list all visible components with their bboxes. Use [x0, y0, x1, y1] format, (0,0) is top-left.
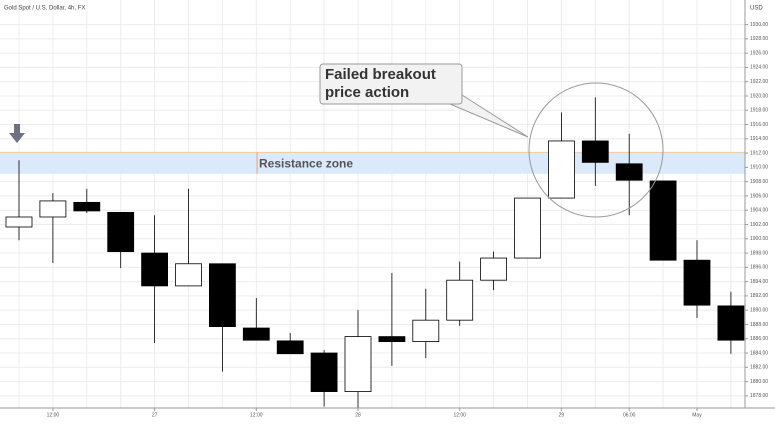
x-tick-label: 12:00: [250, 412, 263, 418]
y-tick-label: 1922.00: [750, 79, 768, 85]
y-tick-label: 1918.00: [750, 108, 768, 114]
y-tick-label: 1900.00: [750, 236, 768, 242]
x-tick-label: 29: [559, 412, 565, 418]
candle-body: [107, 211, 135, 253]
candle-body: [446, 279, 474, 321]
y-axis-label: USD: [750, 6, 763, 12]
candle-body: [242, 327, 270, 341]
y-tick-label: 1926.00: [750, 50, 768, 56]
y-tick-label: 1892.00: [750, 293, 768, 299]
candle-body: [378, 336, 406, 342]
annotation-line: Failed breakout: [325, 66, 436, 83]
callout-box: [319, 63, 463, 105]
y-tick-label: 1902.00: [750, 222, 768, 228]
y-tick-label: 1920.00: [750, 93, 768, 99]
candle-body: [717, 305, 745, 341]
x-tick-label: 06:00: [623, 412, 636, 418]
y-tick-label: 1886.00: [750, 336, 768, 342]
candle-body: [208, 263, 236, 328]
y-tick-label: 1924.00: [750, 65, 768, 71]
x-tick-label: 12:00: [47, 412, 60, 418]
candle-body: [73, 201, 101, 212]
candle-body: [615, 163, 643, 181]
candle-body: [344, 336, 372, 392]
x-tick-label: 27: [152, 412, 158, 418]
y-tick-label: 1912.00: [750, 150, 768, 156]
candle-body: [175, 263, 202, 287]
y-tick-label: 1888.00: [750, 322, 768, 328]
candle-body: [276, 340, 304, 355]
candle-body: [683, 259, 711, 306]
x-tick-label: 28: [355, 412, 361, 418]
y-tick-label: 1882.00: [750, 365, 768, 371]
y-tick-label: 1890.00: [750, 308, 768, 314]
candle-body: [5, 216, 33, 228]
down-arrow-icon: [9, 124, 25, 143]
y-tick-label: 1914.00: [750, 136, 768, 142]
y-tick-label: 1904.00: [750, 208, 768, 214]
annotation-line: price action: [325, 84, 409, 101]
y-tick-label: 1898.00: [750, 250, 768, 256]
candle-body: [548, 140, 575, 199]
highlight-circle: [528, 82, 664, 218]
candle-body: [514, 197, 541, 259]
candle-body: [480, 257, 508, 281]
y-tick-label: 1916.00: [750, 122, 768, 128]
y-tick-label: 1884.00: [750, 350, 768, 356]
y-tick-label: 1880.00: [750, 379, 768, 385]
y-tick-label: 1928.00: [750, 36, 768, 42]
candles: [5, 97, 745, 408]
y-tick-label: 1908.00: [750, 179, 768, 185]
y-tick-label: 1906.00: [750, 193, 768, 199]
y-tick-label: 1930.00: [750, 22, 768, 28]
candle-body: [310, 352, 338, 392]
x-tick-label: 12:00: [453, 412, 466, 418]
chart-title: Gold Spot / U.S. Dollar, 4h, FX: [4, 6, 85, 12]
y-tick-label: 1878.00: [750, 393, 768, 399]
resistance-zone-label: Resistance zone: [259, 156, 353, 170]
y-tick-label: 1894.00: [750, 279, 768, 285]
x-tick-label: May: [692, 412, 702, 418]
candle-body: [39, 200, 67, 218]
candle-body: [581, 140, 609, 163]
candle-body: [649, 180, 677, 261]
candle-body: [412, 319, 440, 342]
y-tick-label: 1896.00: [750, 265, 768, 271]
y-tick-label: 1910.00: [750, 165, 768, 171]
candle-body: [141, 252, 169, 287]
